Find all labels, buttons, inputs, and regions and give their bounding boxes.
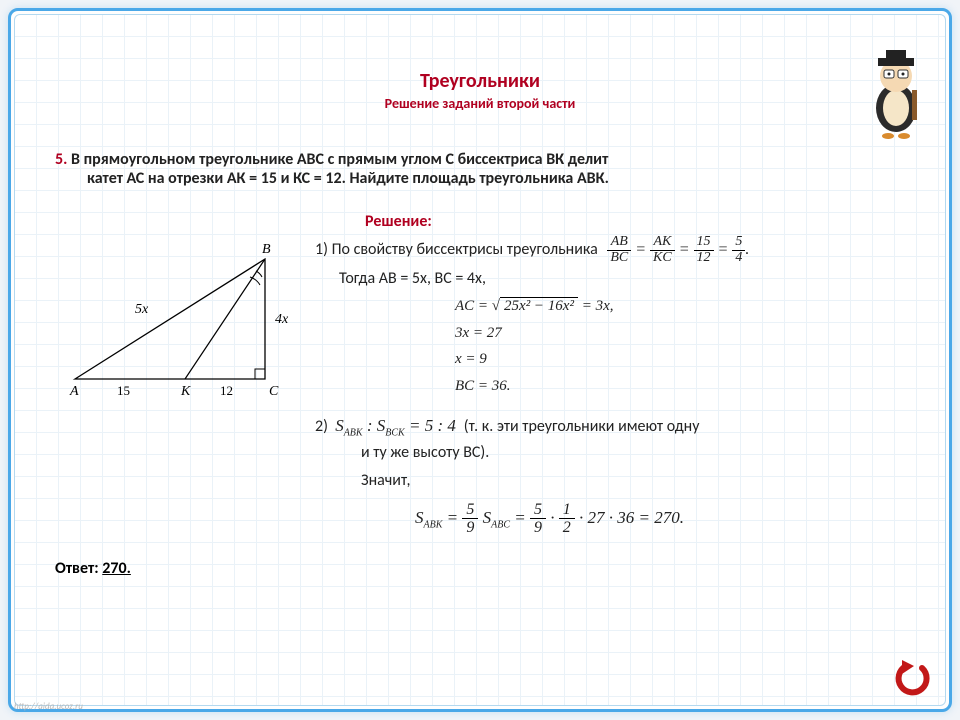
problem-line2: катет АС на отрезки АК = 15 и КС = 12. Н… xyxy=(87,169,609,188)
page-subtitle: Решение заданий второй части xyxy=(55,95,905,112)
page-content: Треугольники Решение заданий второй част… xyxy=(14,14,946,706)
solution-label: Решение: xyxy=(365,212,905,231)
problem-statement: 5. В прямоугольном треугольнике АВС с пр… xyxy=(55,150,905,188)
bisector-ratio: ABBC = AKKC = 1512 = 54. xyxy=(607,241,749,258)
vertex-a: A xyxy=(69,384,79,399)
ac-equation: AC = 25x² − 16x² = 3x, xyxy=(455,295,905,318)
eq-x: x = 9 xyxy=(455,348,905,371)
step1-then: Тогда АВ = 5х, ВС = 4х, xyxy=(339,267,905,291)
label-ak: 15 xyxy=(117,383,130,398)
vertex-k: К xyxy=(180,384,191,399)
eq-3x: 3x = 27 xyxy=(455,322,905,345)
answer-block: Ответ: 270. xyxy=(55,559,905,578)
step2: 2) SABK : SBCK = 5 : 4 (т. к. эти треуго… xyxy=(315,413,905,492)
vertex-b: B xyxy=(262,242,271,257)
area-ratio: SABK : SBCK = 5 : 4 xyxy=(335,416,460,435)
solution-body: 1) По свойству биссектрисы треугольника … xyxy=(315,235,905,537)
answer-label: Ответ: xyxy=(55,559,99,578)
step2-reason: (т. к. эти треугольники имеют одну xyxy=(464,417,700,436)
step2-reason2: и ту же высоту ВС). xyxy=(361,441,905,465)
step1-text: 1) По свойству биссектрисы треугольника xyxy=(315,240,598,259)
answer-value: 270. xyxy=(102,559,131,578)
step2-hence: Значит, xyxy=(361,469,905,493)
triangle-diagram: A B C К 5x 4x 15 12 xyxy=(55,239,305,409)
problem-line1: В прямоугольном треугольнике АВС с прямы… xyxy=(71,150,608,169)
final-equation: SABK = 59 SABC = 59 · 12 · 27 · 36 = 270… xyxy=(415,501,905,537)
back-icon[interactable] xyxy=(892,658,932,698)
solution-content: A B C К 5x 4x 15 12 1) По свойству биссе… xyxy=(55,235,905,537)
step2-num: 2) xyxy=(315,417,328,436)
watermark: http://aida.ucoz.ru xyxy=(14,701,83,712)
mascot-icon xyxy=(860,50,932,140)
vertex-c: C xyxy=(269,384,279,399)
step1: 1) По свойству биссектрисы треугольника … xyxy=(315,235,905,265)
label-bc: 4x xyxy=(275,312,289,327)
label-kc: 12 xyxy=(220,383,233,398)
title-block: Треугольники Решение заданий второй част… xyxy=(55,69,905,112)
eq-bc: BC = 36. xyxy=(455,375,905,398)
label-ab: 5x xyxy=(135,302,149,317)
problem-number: 5. xyxy=(55,150,67,169)
page-title: Треугольники xyxy=(55,69,905,93)
